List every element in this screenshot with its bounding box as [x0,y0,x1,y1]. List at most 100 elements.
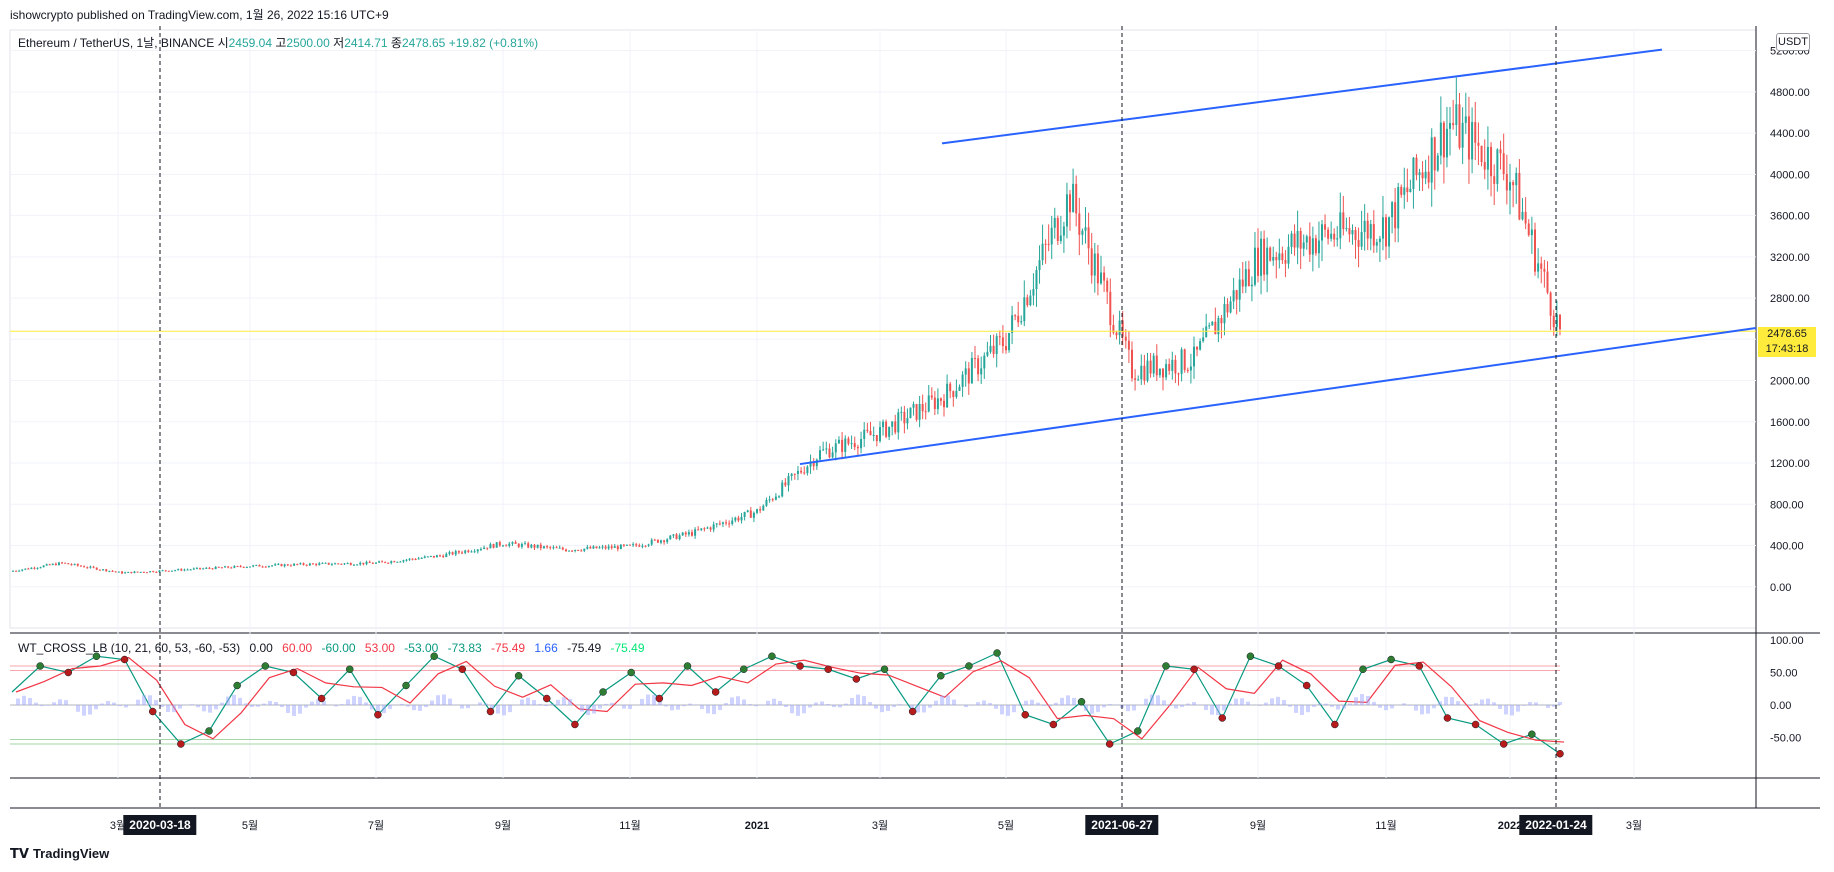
currency-badge[interactable]: USDT [1776,33,1810,51]
candle-body [1220,318,1223,324]
candle-body [1363,220,1366,232]
candle-body [1493,176,1496,184]
cross-dot [233,681,241,690]
indicator-value: -75.49 [491,641,526,655]
candle-body [1360,231,1363,247]
cross-dot [655,694,664,703]
candle-body [343,563,346,565]
candle-body [111,570,114,572]
candle-body [1106,280,1109,292]
cross-dot [1246,652,1255,660]
last-price-tag: 2478.65 17:43:18 [1758,327,1816,357]
candle-body [1305,236,1308,243]
candle-body [1035,270,1038,290]
candle-body [684,532,687,535]
candle-body [189,569,192,571]
wt1-line [11,652,1561,755]
candle-body [1406,187,1409,193]
price-tick-label: 0.00 [1770,582,1791,594]
close-value: 2478.65 [401,36,446,50]
candle-body [533,544,536,548]
candle-body [675,534,678,540]
osc-tick-label: 100.00 [1770,635,1804,647]
candle-body [825,448,828,450]
candle-body [1333,233,1336,240]
price-tick-label: 3600.00 [1770,211,1810,223]
candle-body [812,461,815,467]
candle-body [885,421,888,437]
cross-dot [1331,720,1339,729]
cross-dot [768,652,776,660]
candle-body [149,571,152,573]
candle-body [1372,224,1375,246]
candle-body [1546,271,1549,293]
candle-body [583,548,586,551]
candle-body [54,563,57,566]
candle-body [703,528,706,530]
candle-body [1296,230,1299,248]
candle-body [384,561,387,563]
candle-body [844,438,847,452]
candle-body [1391,202,1394,218]
candle-body [577,549,580,551]
candle-body [1250,284,1253,287]
indicator-legend[interactable]: WT_CROSS_LB (10, 21, 60, 53, -60, -53) 0… [18,641,651,655]
candle-body [133,571,136,574]
candle-body [1324,224,1327,230]
candle-body [12,570,15,572]
candle-body [1549,292,1552,316]
candle-body [239,566,242,568]
candle-body [136,571,139,573]
candle-body [536,544,539,548]
cross-dot [683,662,692,670]
cross-dot [880,665,889,673]
candle-body [45,564,48,566]
date-marker-label: 2021-06-27 [1085,815,1159,835]
candle-body [712,524,715,530]
osc-tick-label: 0.00 [1770,700,1791,712]
candle-body [669,535,672,540]
candle-body [1381,217,1384,239]
candle-body [1084,227,1087,231]
lower-trendline [799,326,1757,466]
candle-body [359,562,362,565]
candle-body [715,523,718,525]
candle-body [108,570,111,572]
time-tick-label: 9월 [1250,819,1266,832]
candle-body [872,435,875,437]
tradingview-footer[interactable]: 𝗧𝗩 TradingView [10,846,109,862]
candle-body [1505,174,1508,191]
candle-body [183,569,186,571]
candle-body [1512,182,1515,186]
candle-body [1180,349,1183,374]
candle-body [1321,224,1323,241]
candle-body [1205,326,1208,338]
candle-body [505,545,508,547]
time-tick-label: 2022 [1498,820,1522,832]
candle-body [888,426,891,437]
candle-body [1235,290,1238,300]
candle-body [318,563,321,566]
candle-body [245,566,248,568]
candle-body [1226,304,1229,313]
candle-body [375,562,377,564]
cross-dot [205,727,213,735]
candle-body [1029,295,1032,306]
candle-body [308,563,311,566]
candle-body [511,542,514,544]
symbol-legend[interactable]: Ethereum / TetherUS, 1날, BINANCE 시2459.0… [18,34,538,51]
candle-body [73,563,76,565]
cross-dot [852,675,861,683]
candle-body [1109,291,1112,326]
osc-tick-label: 50.00 [1770,668,1798,680]
candle-body [64,562,67,564]
candle-body [539,544,542,549]
candle-body [255,564,258,566]
candle-body [445,553,448,558]
candle-body [399,561,402,563]
candle-body [1409,188,1412,193]
candle-body [1053,217,1056,228]
candle-body [1552,315,1555,328]
candle-body [1415,157,1418,176]
